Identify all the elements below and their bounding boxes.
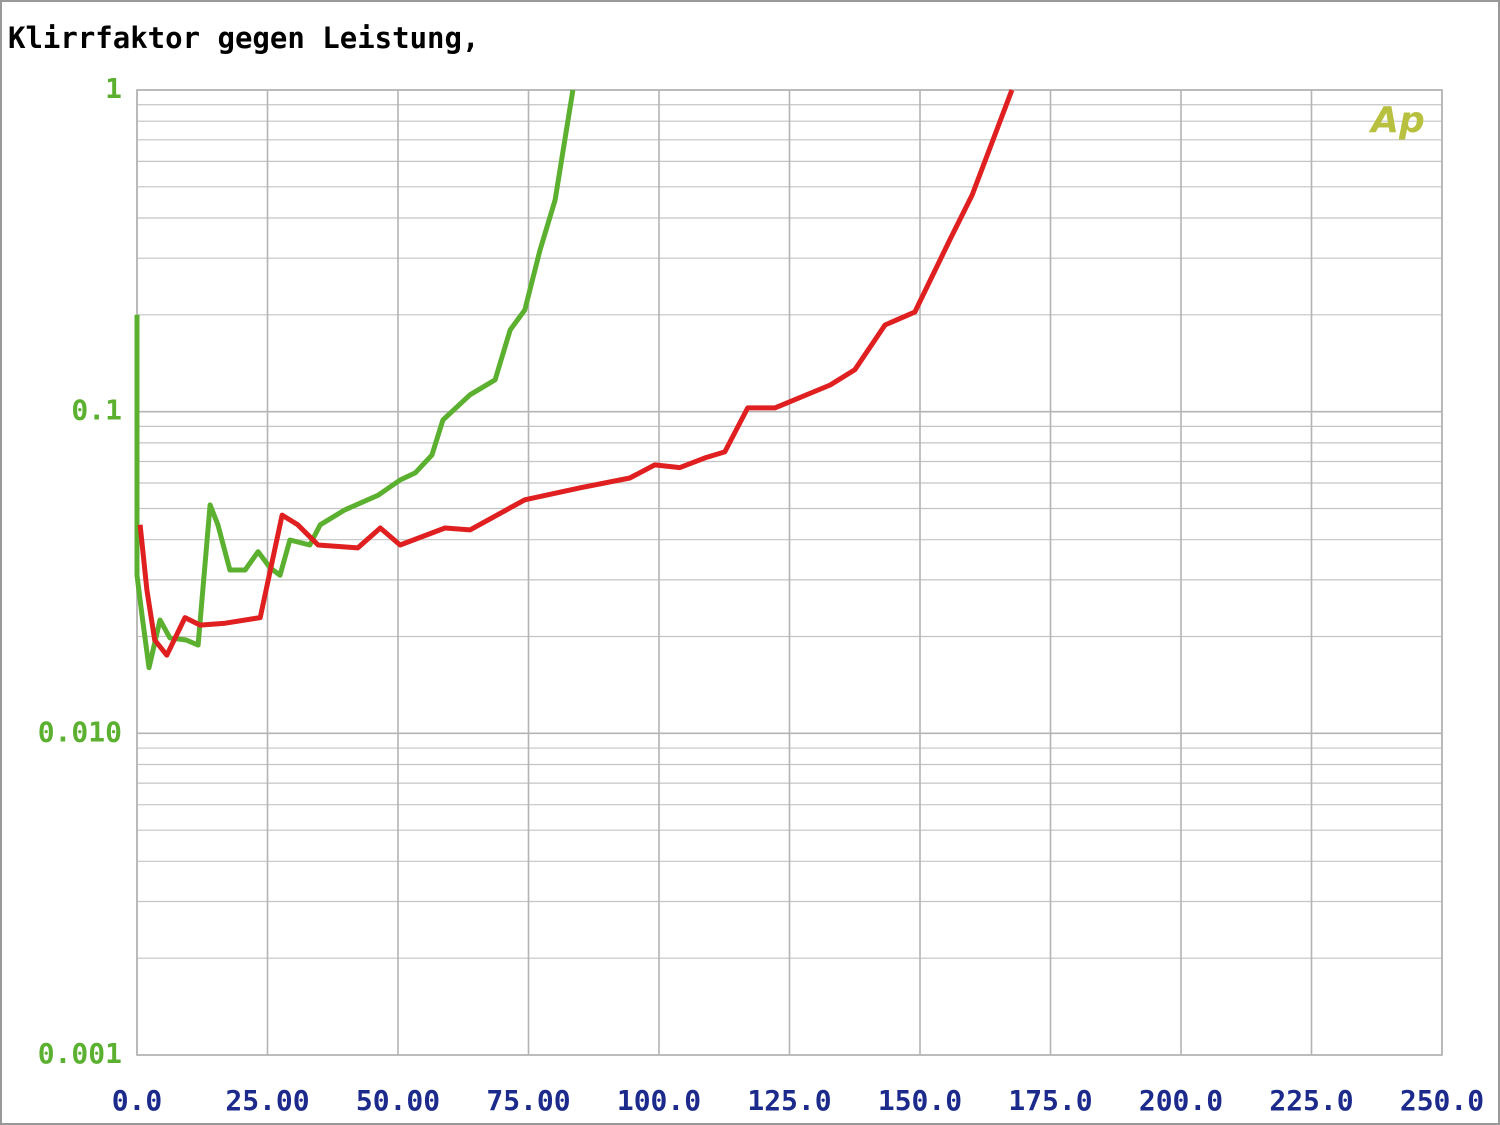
x-tick-label: 225.0 <box>1269 1084 1353 1117</box>
x-tick-label: 200.0 <box>1139 1084 1223 1117</box>
y-tick-label: 0.1 <box>71 394 122 427</box>
data-line <box>137 89 1015 658</box>
chart-title: Klirrfaktor gegen Leistung, <box>8 21 479 55</box>
x-tick-label: 75.00 <box>486 1084 570 1117</box>
data-line <box>134 89 576 671</box>
x-tick-label: 100.0 <box>617 1084 701 1117</box>
y-tick-label: 0.010 <box>38 715 122 748</box>
x-tick-label: 125.0 <box>747 1084 831 1117</box>
logo: Ap <box>1368 100 1425 141</box>
y-tick-label: 0.001 <box>38 1037 122 1070</box>
x-tick-label: 250.0 <box>1400 1084 1484 1117</box>
x-tick-label: 25.00 <box>225 1084 309 1117</box>
y-tick-label: 1 <box>105 72 122 105</box>
x-tick-label: 0.0 <box>112 1084 163 1117</box>
x-tick-label: 150.0 <box>878 1084 962 1117</box>
x-tick-label: 175.0 <box>1008 1084 1092 1117</box>
x-tick-label: 50.00 <box>356 1084 440 1117</box>
